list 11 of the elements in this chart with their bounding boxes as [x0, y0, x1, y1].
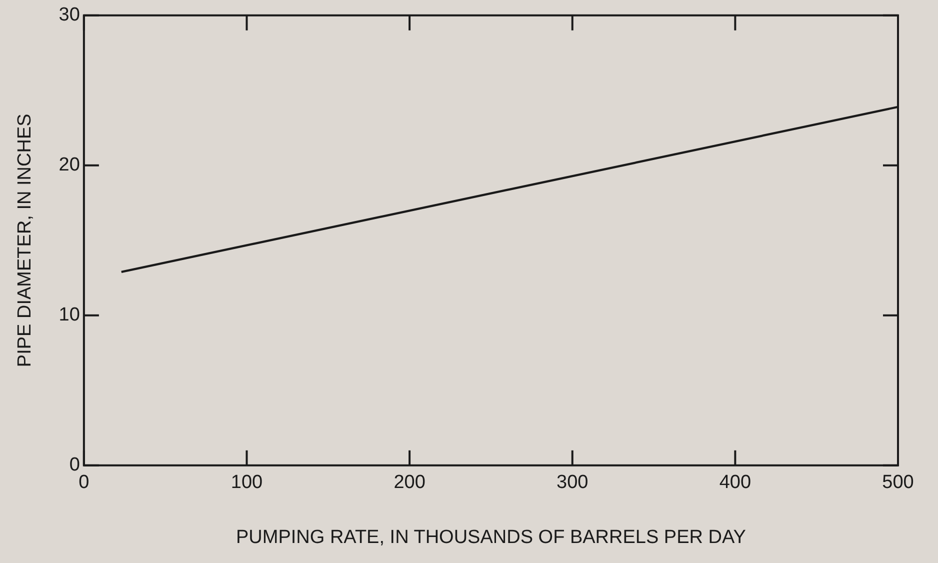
x-tick-label: 400 — [719, 472, 752, 494]
y-tick-label: 30 — [58, 4, 80, 26]
x-tick-label: 200 — [394, 472, 426, 494]
x-tick-label: 100 — [230, 472, 263, 494]
y-tick-label: 0 — [69, 454, 80, 476]
y-axis-title: PIPE DIAMETER, IN INCHES — [14, 114, 36, 368]
y-tick-label: 20 — [58, 154, 80, 176]
y-tick-label: 10 — [58, 304, 80, 326]
x-axis-title: PUMPING RATE, IN THOUSANDS OF BARRELS PER DAY — [236, 526, 746, 548]
x-tick-label: 300 — [556, 472, 588, 494]
x-tick-label: 500 — [882, 472, 914, 494]
